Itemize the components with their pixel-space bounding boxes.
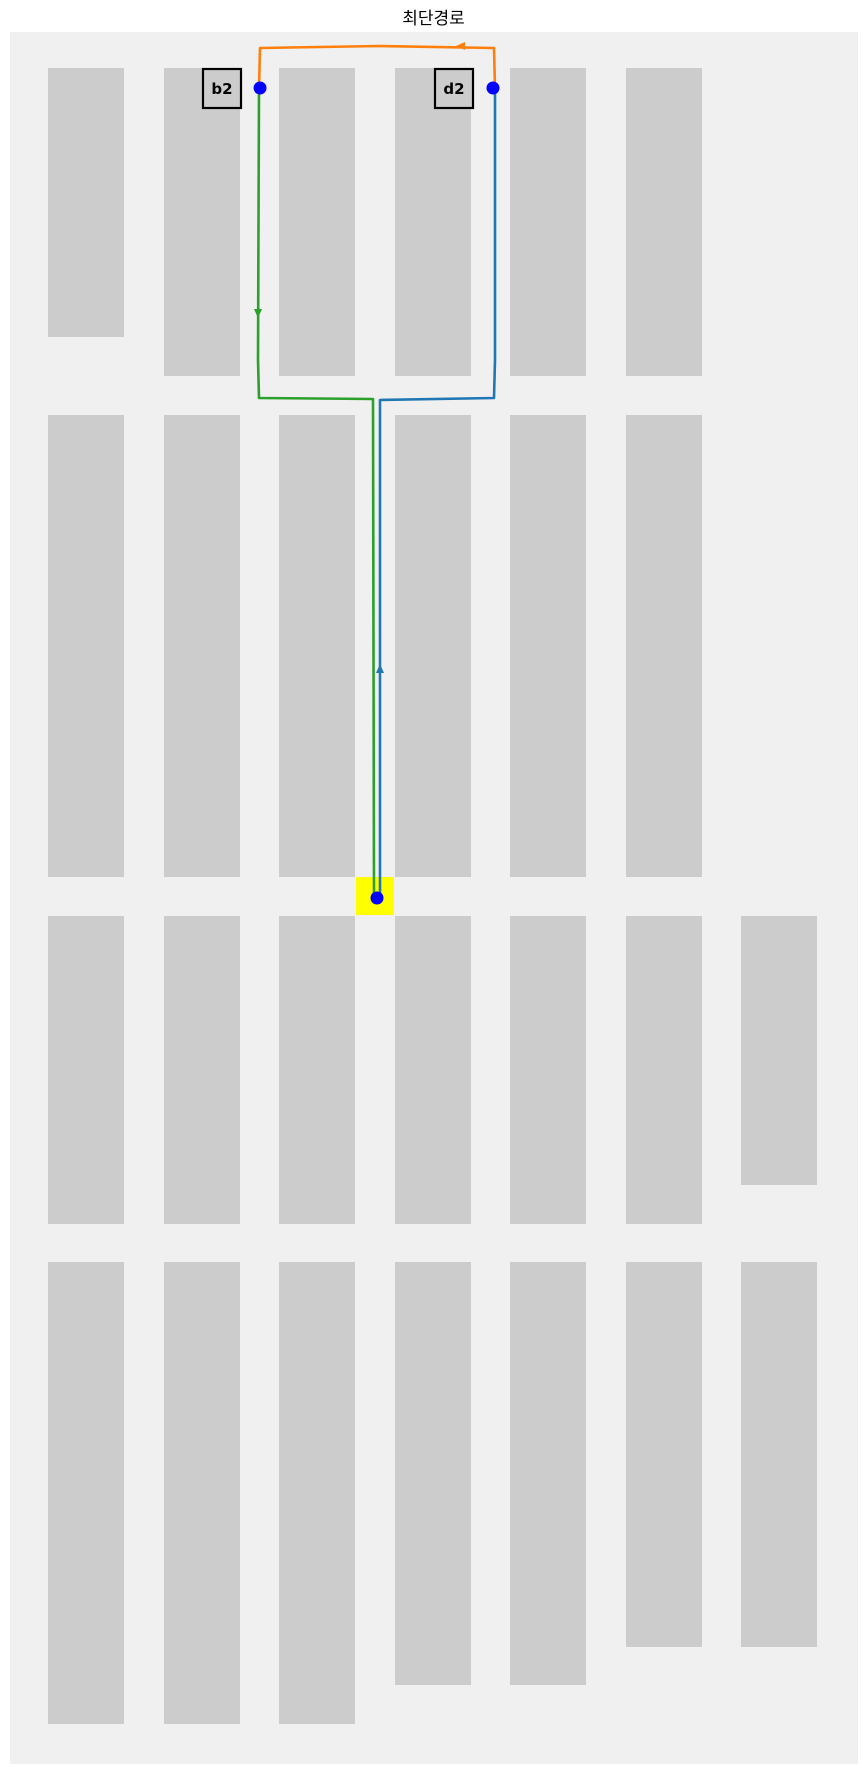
shelf-3-7: [741, 916, 817, 1185]
shelf-2-1: [48, 415, 124, 877]
shelf-2-2: [164, 415, 240, 877]
shelf-4-6: [626, 1262, 702, 1647]
shelf-1-3: [279, 68, 355, 376]
shelf-3-2: [164, 916, 240, 1224]
shelf-4-1: [48, 1262, 124, 1724]
shelf-2-3: [279, 415, 355, 877]
shelf-1-1: [48, 68, 124, 337]
shelf-4-7: [741, 1262, 817, 1647]
route-b2-to-start: [256, 86, 376, 900]
shelf-3-4: [395, 916, 471, 1224]
target-label-d2: d2: [443, 80, 464, 98]
shelf-1-5: [510, 68, 586, 376]
shelf-2-5: [510, 415, 586, 877]
route-d2-to-b2: [257, 44, 497, 90]
shelf-3-3: [279, 916, 355, 1224]
shelf-4-3: [279, 1262, 355, 1724]
page-title: 최단경로: [402, 9, 465, 29]
nodes-group: [253, 81, 500, 905]
shelf-3-6: [626, 916, 702, 1224]
shelf-3-1: [48, 916, 124, 1224]
route-arrow-b2-to-start: [254, 309, 262, 318]
shelf-2-6: [626, 415, 702, 877]
routes-group: [254, 42, 497, 900]
shelf-4-2: [164, 1262, 240, 1724]
target-label-box-d2: [433, 67, 475, 110]
shelf-2-4: [395, 415, 471, 877]
labels-group: b2 d2: [201, 67, 475, 110]
shelves-group: [48, 68, 817, 1724]
target-label-b2: b2: [211, 80, 232, 98]
start-node: [370, 891, 384, 905]
shelf-3-5: [510, 916, 586, 1224]
shelf-1-2: [164, 68, 240, 376]
shelf-1-4: [395, 68, 471, 376]
route-arrow-d2-to-b2: [456, 42, 465, 50]
shelf-4-4: [395, 1262, 471, 1685]
shelf-1-6: [626, 68, 702, 376]
target-label-box-b2: [201, 67, 243, 110]
route-arrow-start-to-d2: [376, 664, 384, 673]
shelf-4-5: [510, 1262, 586, 1685]
d2-node: [486, 81, 500, 95]
route-start-to-d2: [378, 86, 497, 900]
b2-node: [253, 81, 267, 95]
